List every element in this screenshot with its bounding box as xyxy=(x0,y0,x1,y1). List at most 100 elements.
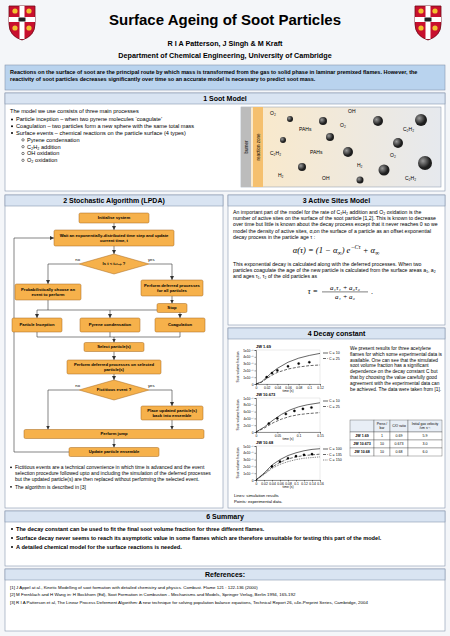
text-line: Coagulation xyxy=(168,322,193,327)
y-axis-title: Soot volume fraction xyxy=(236,399,240,430)
table-value: 10 xyxy=(380,450,384,454)
crest xyxy=(415,6,441,40)
text-line: /cm s⁻¹ xyxy=(419,426,431,430)
paragraph: Fictitious events are a technical conven… xyxy=(15,464,211,482)
section-heading: 4 Decay constant xyxy=(308,330,366,338)
bullet xyxy=(11,132,13,134)
text-line: be achieved. The data were taken from [1… xyxy=(350,387,441,392)
soot-diagram: burnerreaction zoneO₂OHPAHsO₂C₂H₂PAHsC₂H… xyxy=(241,107,441,187)
soot-particle xyxy=(373,116,383,126)
crest-lion xyxy=(418,25,423,30)
crest-lion xyxy=(418,8,423,13)
soot-particle xyxy=(287,116,293,122)
crest xyxy=(9,6,35,40)
y-tick-mark xyxy=(255,432,257,433)
x-tick-label: 0.15 xyxy=(317,434,324,438)
text-line: The model we use consists of three main … xyxy=(10,108,139,114)
formula-part: ) e xyxy=(341,245,351,255)
bullet xyxy=(10,486,12,488)
section-heading: 3 Active Sites Model xyxy=(303,197,370,204)
text-line: This exponential decay is calculated alo… xyxy=(233,261,421,267)
flow-arrow xyxy=(149,390,172,406)
soot-particle xyxy=(357,177,364,184)
y-tick: 5x10⁻⁶ xyxy=(243,349,256,353)
species-label: H₂ xyxy=(357,162,363,168)
y-tick-mark xyxy=(255,370,257,371)
table-cell xyxy=(350,440,374,448)
y-tick-label: 2x10⁻⁶ xyxy=(243,369,254,373)
species-label: PAHs xyxy=(299,126,312,132)
data-point xyxy=(268,422,270,424)
text-line: C/O ratio xyxy=(392,424,406,428)
paragraph: This exponential decay is calculated alo… xyxy=(233,261,436,279)
x-tick-label: 0 xyxy=(256,386,258,390)
legend-label: C = 100 xyxy=(329,447,342,451)
series-line xyxy=(256,449,320,480)
chart: 00.050.10.1502x10⁻⁷4x10⁻⁷6x10⁻⁷8x10⁻⁷1x1… xyxy=(236,392,340,442)
crest-lion xyxy=(432,8,437,13)
x-tick: 0.12 xyxy=(301,480,308,486)
bullet xyxy=(11,528,13,530)
table-value: JW 10.673 xyxy=(353,442,370,446)
flow-box xyxy=(157,304,187,313)
y-tick-mark xyxy=(255,364,257,365)
chart-title: JW 10.68 xyxy=(256,440,274,445)
table-cell xyxy=(408,440,442,448)
flow-label: Stop xyxy=(167,305,177,310)
y-tick: 0 xyxy=(252,383,256,387)
data-point xyxy=(285,413,287,415)
text-line: Surface decay never seems to reach its a… xyxy=(16,535,382,541)
paragraph: C₂H₂ addition xyxy=(27,144,61,150)
text-line: A detailed chemical model for the surfac… xyxy=(16,544,182,550)
soot-particle xyxy=(280,137,286,143)
flow-label: Probabilistically choose anevent to perf… xyxy=(21,287,75,297)
formula-part: α(τ) = (1 − α xyxy=(293,245,338,255)
text-line: soot volume fraction has a significant xyxy=(350,363,429,368)
flow-label: Fictitious event ? xyxy=(97,387,132,392)
paragraph: Coagulation – two particles form a new s… xyxy=(16,123,194,129)
soot-particle xyxy=(343,147,353,157)
x-tick-label: 0 xyxy=(256,434,258,438)
text-line: Coagulation – two particles form a new s… xyxy=(16,123,194,129)
flow-arrow xyxy=(172,420,173,430)
x-tick-label: 0.08 xyxy=(296,386,303,390)
table-value: 6.0 xyxy=(423,450,428,454)
x-axis-title: time (s) xyxy=(283,437,294,441)
y-tick: 1x10⁻⁶ xyxy=(243,472,256,476)
series-line xyxy=(256,353,320,384)
poster: Surface Ageing of Soot ParticlesR I A Pa… xyxy=(0,0,450,636)
legend-label: C = 10 xyxy=(329,399,340,403)
x-tick: 0.12 xyxy=(317,384,324,390)
text-line: Surface events – chemical reactions on t… xyxy=(16,130,186,136)
paragraph: Surface decay never seems to reach its a… xyxy=(16,535,382,541)
plot-area xyxy=(256,398,320,432)
legend-swatch xyxy=(323,401,328,402)
crest-cross xyxy=(20,6,25,39)
intro-band xyxy=(5,65,445,90)
flow-arrow xyxy=(110,310,111,318)
text-line: for all particles xyxy=(157,288,187,293)
text-line: over time but little is known about the … xyxy=(233,221,438,227)
formula-part: + α xyxy=(361,245,376,255)
table-cell xyxy=(374,440,390,448)
plot-area xyxy=(256,446,320,480)
text-line: and ages τ₁, τ₂ of the old particles as xyxy=(233,273,317,279)
flow-arrow xyxy=(180,332,181,337)
y-tick-label: 1x10⁻⁶ xyxy=(243,472,254,476)
diagram-label: burner xyxy=(244,140,249,154)
flow-label: Coagulation xyxy=(168,322,193,327)
y-tick-label: 4x10⁻⁶ xyxy=(243,451,254,455)
section-box xyxy=(5,93,445,191)
x-tick: 0 xyxy=(256,432,258,438)
legend-label: C = 150 xyxy=(329,458,342,462)
paragraph: Particle inception – when two pyrene mol… xyxy=(16,116,162,122)
y-tick: 1x10⁻⁶ xyxy=(243,376,256,380)
burner xyxy=(241,107,251,187)
table-cell xyxy=(408,448,442,456)
x-tick-label: 0.04 xyxy=(275,386,282,390)
legend-swatch xyxy=(323,358,328,359)
legend-swatch xyxy=(323,406,328,407)
x-tick-label: 0.1 xyxy=(308,386,313,390)
section-heading: 2 Stochastic Algorithm (LPDA) xyxy=(63,197,165,205)
species-label: OH xyxy=(322,175,330,181)
